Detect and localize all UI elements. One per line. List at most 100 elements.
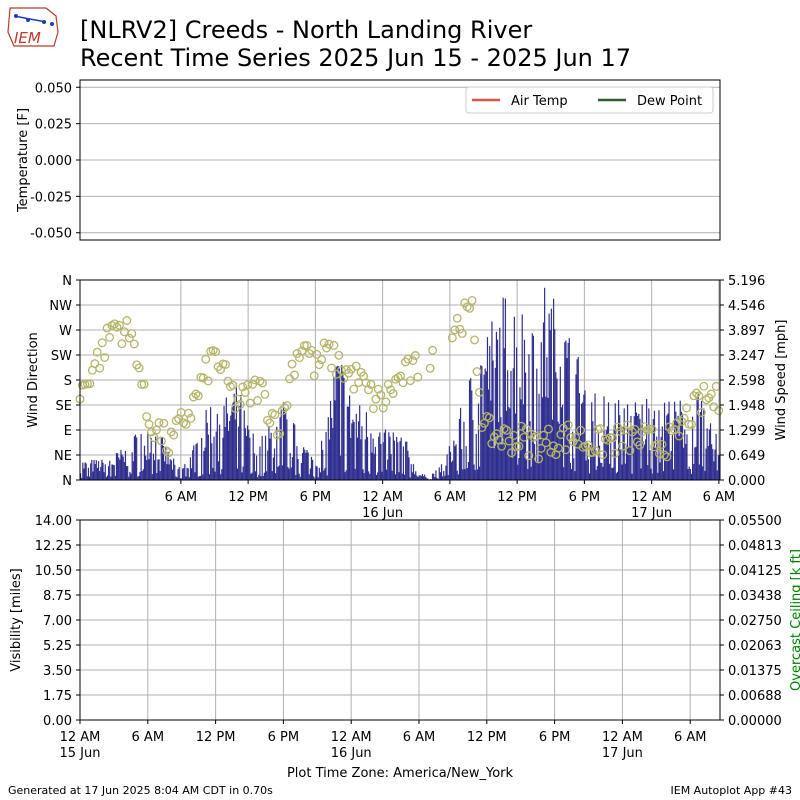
wind-direction-point: [122, 316, 132, 325]
wind-speed-bar: [123, 461, 125, 480]
wind-direction-point: [467, 296, 477, 305]
wind-speed-bar: [223, 406, 225, 480]
wind-speed-bar: [95, 460, 97, 480]
wind-speed-bar: [217, 461, 220, 480]
wind-speed-bars: [80, 287, 721, 480]
wind-speed-bar: [236, 468, 239, 480]
wind-xtick-label: 6 AM: [165, 490, 198, 505]
wind-speed-bar: [199, 475, 202, 480]
wind-speed-bar: [670, 450, 672, 480]
wind-direction-point: [282, 401, 292, 411]
wind-speed-bar: [654, 447, 657, 480]
wind-speed-bar: [222, 437, 224, 480]
wind-speed-bar: [416, 475, 418, 480]
wind-speed-bar: [618, 400, 620, 480]
wind-speed-bar: [539, 439, 541, 480]
wind-speed-bar: [693, 463, 695, 480]
wind-speed-bar: [652, 419, 654, 480]
ceiling-ytick-label: 0.02750: [728, 614, 782, 629]
wind-speed-bar: [375, 474, 378, 480]
wind-speed-tick-label: 0.000: [728, 474, 765, 489]
wind-speed-bar: [579, 435, 582, 480]
wind-speed-bar: [392, 432, 394, 480]
wind-speed-bar: [587, 459, 589, 480]
ceiling-ytick-label: 0.00688: [728, 689, 782, 704]
wind-direction-point: [603, 435, 613, 445]
wind-speed-bar: [372, 438, 374, 480]
wind-speed-bar: [176, 477, 178, 480]
wind-direction-point: [240, 387, 250, 397]
vis-xtick-date: 15 Jun: [60, 746, 101, 761]
wind-direction-point: [514, 441, 524, 451]
wind-speed-bar: [315, 465, 317, 480]
wind-speed-bar: [291, 457, 294, 480]
wind-speed-tick-label: 3.247: [728, 349, 765, 364]
wind-speed-bar: [147, 432, 149, 480]
wind-speed-bar: [458, 418, 461, 480]
wind-direction-point: [408, 356, 418, 366]
wind-speed-bar: [356, 437, 359, 480]
wind-speed-bar: [476, 469, 478, 480]
wind-speed-bar: [387, 459, 389, 480]
wind-speed-bar: [211, 443, 213, 480]
wind-speed-bar: [361, 426, 363, 480]
wind-speed-bar: [574, 471, 576, 480]
wind-speed-bar: [181, 468, 184, 480]
wind-speed-bar: [718, 454, 721, 480]
wind-direction-point: [692, 388, 701, 398]
wind-direction-point: [329, 340, 339, 350]
wind-direction-point: [171, 416, 181, 425]
wind-direction-point: [373, 384, 383, 394]
wind-speed-bar: [379, 432, 381, 480]
temp-legend: Air Temp Dew Point: [465, 86, 714, 114]
wind-speed-bar: [336, 365, 338, 480]
wind-speed-bar: [92, 471, 94, 480]
wind-speed-tick-label: 2.598: [728, 374, 765, 389]
wind-speed-bar: [88, 476, 91, 480]
wind-speed-bar: [267, 450, 269, 480]
wind-speed-bar: [215, 431, 217, 480]
wind-direction-point: [403, 354, 413, 364]
wind-speed-bar: [255, 455, 258, 480]
wind-speed-bar: [87, 467, 90, 480]
wind-direction-point: [127, 329, 137, 339]
wind-speed-bar: [576, 359, 578, 480]
wind-speed-bar: [279, 417, 281, 480]
temp-ytick-label: 0.000: [35, 154, 72, 169]
wind-speed-bar: [145, 455, 147, 480]
wind-speed-bar: [463, 421, 465, 480]
vis-ytick-label: 8.75: [43, 589, 72, 604]
wind-speed-bar: [666, 415, 668, 480]
wind-speed-bar: [468, 380, 471, 480]
wind-speed-bar: [613, 429, 615, 480]
wind-speed-bar: [130, 473, 132, 480]
wind-direction-point: [324, 339, 334, 349]
wind-speed-bar: [589, 444, 592, 480]
wind-direction-point: [250, 375, 260, 385]
wind-speed-bar: [282, 402, 285, 480]
wind-speed-bar: [610, 436, 612, 480]
wind-speed-bar: [537, 461, 539, 480]
wind-speed-bar: [471, 390, 473, 480]
wind-speed-bar: [657, 472, 659, 480]
wind-speed-bar: [359, 405, 361, 480]
wind-speed-bar: [388, 432, 390, 480]
wind-speed-bar: [189, 457, 192, 480]
wind-speed-bar: [190, 468, 193, 480]
wind-direction-point: [655, 449, 664, 459]
wind-speed-bar: [241, 472, 243, 480]
wind-speed-bar: [275, 473, 277, 480]
wind-direction-point: [134, 363, 144, 373]
wind-speed-bar: [510, 370, 512, 480]
wind-speed-bar: [129, 471, 131, 480]
wind-speed-bar: [422, 476, 425, 480]
wind-speed-bar: [626, 404, 629, 480]
wind-speed-bar: [447, 475, 449, 480]
wind-speed-bar: [226, 413, 229, 480]
wind-speed-bar: [437, 478, 439, 480]
wind-speed-bar: [218, 424, 221, 480]
wind-xtick-label: 12 AM: [362, 490, 403, 505]
wind-dir-tick-label: W: [59, 324, 72, 339]
wind-speed-bar: [425, 476, 427, 480]
